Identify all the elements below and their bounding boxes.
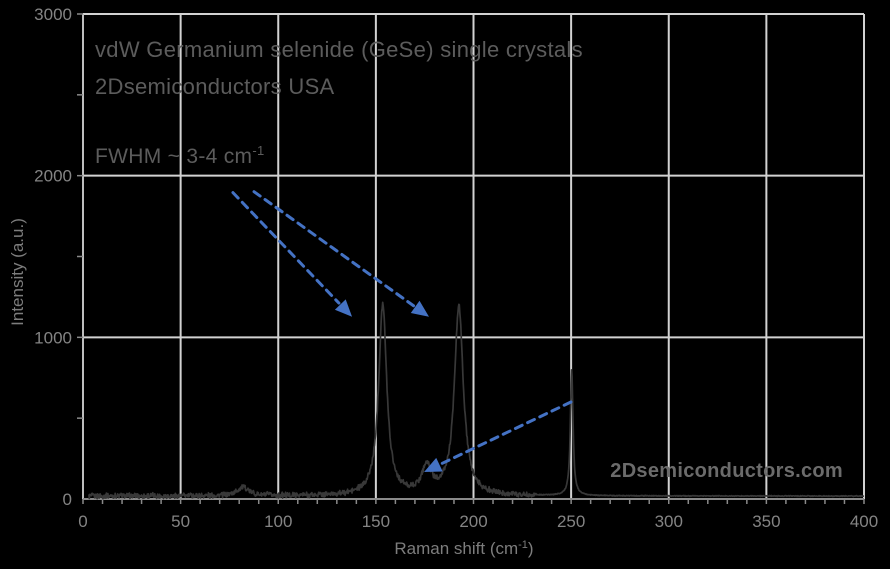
- y-tick-label: 1000: [34, 328, 72, 347]
- x-tick-label: 0: [78, 512, 87, 531]
- y-tick-label: 2000: [34, 167, 72, 186]
- x-axis-title-superscript: -1: [518, 539, 528, 551]
- y-axis-title: Intensity (a.u.): [8, 218, 27, 326]
- x-tick-labels: 0 50 100 150 200 250 300 350 400: [78, 512, 878, 531]
- fwhm-annotation: FWHM ~ 3-4 cm-1: [95, 143, 265, 168]
- arrow-head: [424, 457, 443, 473]
- x-axis-title: Raman shift (cm-1): [394, 539, 533, 558]
- arrow-head: [410, 300, 429, 317]
- fwhm-annotation-superscript: -1: [252, 143, 264, 158]
- spectrum-curve: [88, 301, 865, 500]
- x-tick-label: 50: [171, 512, 190, 531]
- axis-ticks: [77, 13, 865, 504]
- y-tick-label: 0: [63, 490, 72, 509]
- x-tick-label: 300: [655, 512, 683, 531]
- arrow-shaft: [439, 400, 573, 466]
- chart-title-line2: 2Dsemiconductors USA: [95, 74, 335, 99]
- gridlines: [83, 13, 865, 499]
- arrow-shaft: [231, 191, 341, 305]
- peak-arrows: [231, 190, 573, 473]
- x-tick-label: 100: [264, 512, 292, 531]
- x-tick-label: 150: [362, 512, 390, 531]
- x-tick-label: 250: [557, 512, 585, 531]
- x-axis-title-main: Raman shift (cm: [394, 539, 518, 558]
- spectrum-line: [88, 301, 865, 500]
- x-tick-label: 400: [850, 512, 878, 531]
- watermark-text: 2Dsemiconductors.com: [610, 460, 843, 482]
- fwhm-annotation-main: FWHM ~ 3-4 cm: [95, 145, 252, 168]
- y-tick-labels: 0 1000 2000 3000: [34, 5, 72, 509]
- x-tick-label: 350: [752, 512, 780, 531]
- arrow-head: [334, 299, 353, 317]
- x-axis-title-close: ): [528, 539, 534, 558]
- arrow-shaft: [252, 190, 416, 308]
- chart-title-line1: vdW Germanium selenide (GeSe) single cry…: [95, 37, 583, 62]
- x-tick-label: 200: [459, 512, 487, 531]
- y-tick-label: 3000: [34, 5, 72, 24]
